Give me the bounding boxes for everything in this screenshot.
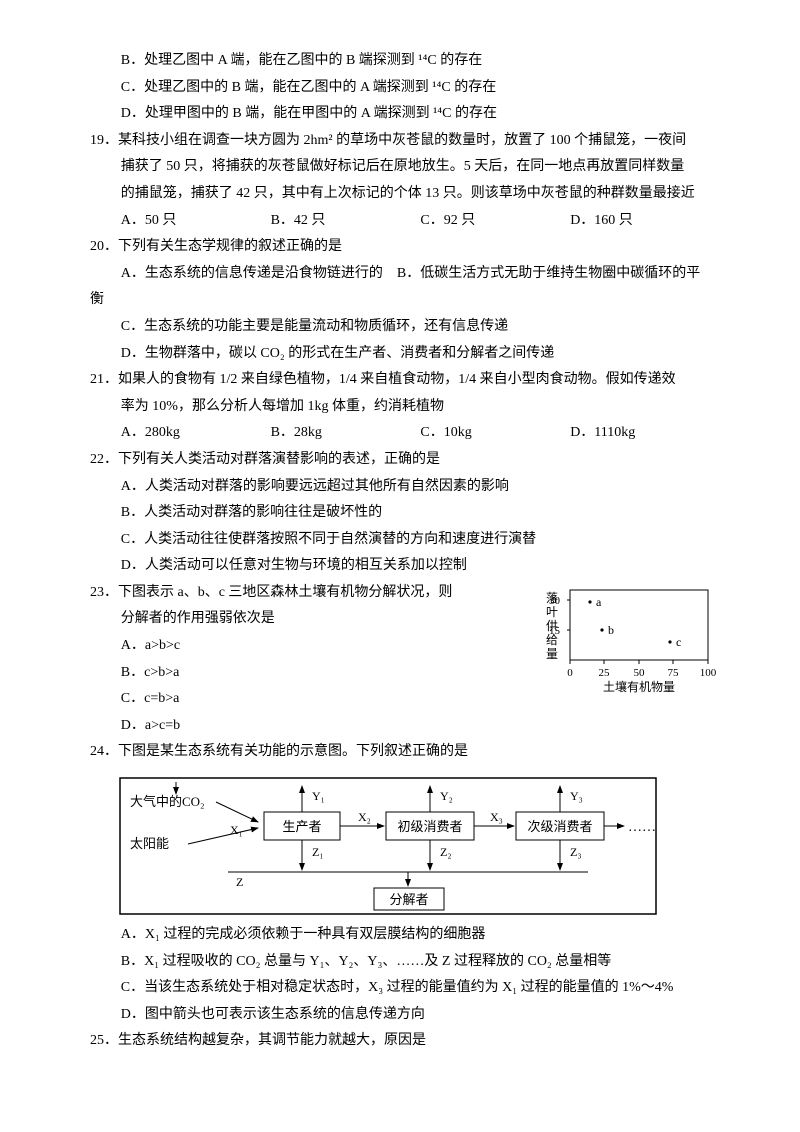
svg-text:X₃: X₃ <box>490 810 503 824</box>
svg-text:Z: Z <box>236 875 243 889</box>
q24-opt-a: A．X₁ 过程的完成必须依赖于一种具有双层膜结构的细胞器 <box>90 922 720 949</box>
svg-text:X₁: X₁ <box>230 823 243 837</box>
q23-opt-b: B．c>b>a <box>90 660 532 687</box>
svg-text:Z₁: Z₁ <box>312 845 324 859</box>
q23-chart: 落 叶 供 给 量 30 15 0 25 50 75 100 土壤有机物量 <box>540 584 720 704</box>
q19-stem-1: 19．某科技小组在调查一块方圆为 2hm² 的草场中灰苍鼠的数量时，放置了 10… <box>90 128 720 155</box>
q22-opt-a: A．人类活动对群落的影响要远远超过其他所有自然因素的影响 <box>90 474 720 501</box>
q19-opt-b: B．42 只 <box>271 208 421 235</box>
q21-opt-d: D．1110kg <box>570 420 720 447</box>
svg-text:100: 100 <box>700 667 717 679</box>
svg-text:X₂: X₂ <box>358 810 371 824</box>
svg-text:0: 0 <box>567 667 573 679</box>
svg-text:Z₂: Z₂ <box>440 845 452 859</box>
q24-diagram: 大气中的CO₂ 太阳能 X₁ 生产者 初级消费者 次级消费者 …… X₂ X₃ … <box>118 776 658 916</box>
q20-opt-c: C．生态系统的功能主要是能量流动和物质循环，还有信息传递 <box>90 314 720 341</box>
svg-text:Z₃: Z₃ <box>570 845 582 859</box>
svg-text:25: 25 <box>599 667 611 679</box>
svg-text:初级消费者: 初级消费者 <box>397 819 462 834</box>
q19-opt-c: C．92 只 <box>420 208 570 235</box>
svg-text:次级消费者: 次级消费者 <box>527 819 592 834</box>
svg-text:Y₂: Y₂ <box>440 789 453 803</box>
svg-text:分解者: 分解者 <box>389 892 428 907</box>
q22-opt-c: C．人类活动往往使群落按照不同于自然演替的方向和速度进行演替 <box>90 527 720 554</box>
q20-stem: 20．下列有关生态学规律的叙述正确的是 <box>90 234 720 261</box>
svg-text:……: …… <box>628 820 656 835</box>
svg-text:50: 50 <box>634 667 646 679</box>
q24-opt-d: D．图中箭头也可表示该生态系统的信息传递方向 <box>90 1002 720 1029</box>
q23-ytick-15: 15 <box>549 625 561 637</box>
q21-opt-a: A．280kg <box>121 420 271 447</box>
q18-opt-c: C．处理乙图中的 B 端，能在乙图中的 A 端探测到 ¹⁴C 的存在 <box>90 75 720 102</box>
q18-opt-d: D．处理甲图中的 B 端，能在甲图中的 A 端探测到 ¹⁴C 的存在 <box>90 101 720 128</box>
svg-text:Y₁: Y₁ <box>312 789 325 803</box>
q19-stem-2: 捕获了 50 只，将捕获的灰苍鼠做好标记后在原地放生。5 天后，在同一地点再放置… <box>90 154 720 181</box>
q19-opt-a: A．50 只 <box>121 208 271 235</box>
q21-opt-b: B．28kg <box>271 420 421 447</box>
q23-opt-a: A．a>b>c <box>90 633 532 660</box>
svg-text:c: c <box>676 635 681 649</box>
svg-text:75: 75 <box>668 667 680 679</box>
q23-xlabel: 土壤有机物量 <box>603 679 675 694</box>
q24-stem: 24．下图是某生态系统有关功能的示意图。下列叙述正确的是 <box>90 739 720 766</box>
q22-opt-b: B．人类活动对群落的影响往往是破坏性的 <box>90 500 720 527</box>
svg-text:叶: 叶 <box>546 605 558 619</box>
q18-opt-b: B．处理乙图中 A 端，能在乙图中的 B 端探测到 ¹⁴C 的存在 <box>90 48 720 75</box>
q20-opt-d: D．生物群落中，碳以 CO₂ 的形式在生产者、消费者和分解者之间传递 <box>90 341 720 368</box>
q23-opt-d: D．a>c=b <box>90 713 532 740</box>
q23-stem-2: 分解者的作用强弱依次是 <box>90 606 532 633</box>
svg-text:生产者: 生产者 <box>282 819 321 834</box>
q25-stem: 25．生态系统结构越复杂，其调节能力就越大，原因是 <box>90 1028 720 1055</box>
q19-opt-d: D．160 只 <box>570 208 720 235</box>
q20-heng: 衡 <box>90 287 720 314</box>
svg-text:Y₃: Y₃ <box>570 789 583 803</box>
svg-text:太阳能: 太阳能 <box>130 836 169 851</box>
q20-opt-ab: A．生态系统的信息传递是沿食物链进行的 B．低碳生活方式无助于维持生物圈中碳循环… <box>90 261 720 288</box>
q21-stem-1: 21．如果人的食物有 1/2 来自绿色植物，1/4 来自植食动物，1/4 来自小… <box>90 367 720 394</box>
svg-text:量: 量 <box>546 647 558 661</box>
q21-stem-2: 率为 10%，那么分析人每增加 1kg 体重，约消耗植物 <box>90 394 720 421</box>
q24-opt-b: B．X₁ 过程吸收的 CO₂ 总量与 Y₁、Y₂、Y₃、……及 Z 过程释放的 … <box>90 949 720 976</box>
q21-opt-c: C．10kg <box>420 420 570 447</box>
q19-options: A．50 只 B．42 只 C．92 只 D．160 只 <box>90 208 720 235</box>
svg-text:大气中的CO₂: 大气中的CO₂ <box>130 794 205 809</box>
q22-stem: 22．下列有关人类活动对群落演替影响的表述，正确的是 <box>90 447 720 474</box>
q22-opt-d: D．人类活动可以任意对生物与环境的相互关系加以控制 <box>90 553 720 580</box>
svg-text:b: b <box>608 623 614 637</box>
q23-ytick-30: 30 <box>549 595 561 607</box>
svg-text:a: a <box>596 595 602 609</box>
q24-opt-c: C．当该生态系统处于相对稳定状态时，X₃ 过程的能量值约为 X₁ 过程的能量值的… <box>90 975 720 1002</box>
q19-stem-3: 的捕鼠笼，捕获了 42 只，其中有上次标记的个体 13 只。则该草场中灰苍鼠的种… <box>90 181 720 208</box>
q23-opt-c: C．c=b>a <box>90 686 532 713</box>
q23-stem-1: 23．下图表示 a、b、c 三地区森林土壤有机物分解状况，则 <box>90 580 532 607</box>
q21-options: A．280kg B．28kg C．10kg D．1110kg <box>90 420 720 447</box>
